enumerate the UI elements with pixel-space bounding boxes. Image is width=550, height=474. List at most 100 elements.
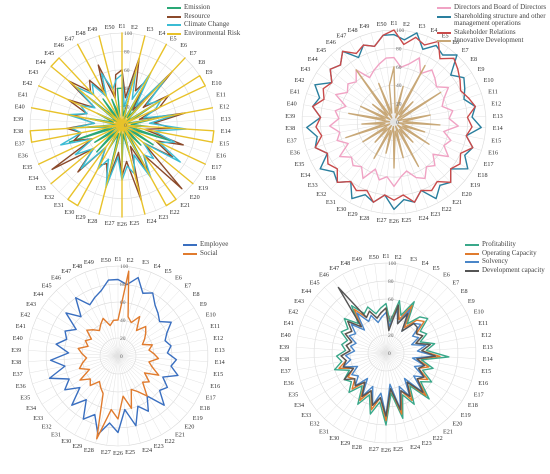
category-label: E9 <box>478 66 485 73</box>
category-label: E37 <box>15 141 25 148</box>
radial-tick-label: 40 <box>124 86 130 92</box>
category-label: E33 <box>36 185 46 192</box>
grid-spoke <box>370 32 395 123</box>
grid-spoke <box>117 266 130 357</box>
legend-swatch <box>183 252 197 255</box>
category-label: E11 <box>478 320 488 327</box>
category-label: E20 <box>462 191 472 198</box>
legend-swatch <box>465 244 479 246</box>
grid-spoke <box>304 352 387 392</box>
legend-item: Development capacity <box>465 266 545 275</box>
category-label: E44 <box>33 291 43 298</box>
legend-label: Profitability <box>482 240 516 248</box>
category-label: E11 <box>216 91 226 98</box>
grid-spoke <box>36 355 119 395</box>
category-label: E31 <box>51 431 61 438</box>
grid-spoke <box>330 54 395 123</box>
series-line-shareholding-structure-and-other-management-operations <box>306 32 482 211</box>
radial-tick-label: 100 <box>120 264 129 270</box>
category-label: E46 <box>54 42 64 49</box>
series-line-employee <box>48 276 179 436</box>
legend-financial: Profitability Operating Capacity Solvency D… <box>465 240 545 275</box>
grid-spoke <box>393 121 485 140</box>
category-label: E22 <box>170 209 180 216</box>
radial-tick-label: 60 <box>120 300 126 306</box>
category-label: E2 <box>127 257 134 264</box>
grid-spoke <box>117 290 180 357</box>
legend-item: Operating Capacity <box>465 249 545 258</box>
category-label: E42 <box>288 309 298 316</box>
radial-tick-label: 100 <box>124 31 133 37</box>
grid-spoke <box>393 121 478 162</box>
category-label: E36 <box>284 380 294 387</box>
grid-spoke <box>117 355 207 374</box>
category-label: E22 <box>165 438 175 445</box>
grid-spoke <box>393 121 449 197</box>
legend-item: Environmental Risk <box>167 29 272 38</box>
category-label: E47 <box>329 265 339 272</box>
legend-swatch <box>167 7 181 9</box>
legend-swatch <box>437 40 451 42</box>
radial-tick-label: 40 <box>120 318 126 324</box>
legend-item: Climate Change <box>167 20 272 29</box>
category-label: E45 <box>44 50 54 57</box>
grid-spoke <box>117 307 195 357</box>
category-label: E20 <box>190 194 200 201</box>
category-label: E41 <box>284 320 294 327</box>
category-label: E43 <box>28 69 38 76</box>
category-label: E39 <box>13 116 23 123</box>
category-label: E8 <box>461 288 468 295</box>
grid-spoke <box>48 298 119 357</box>
category-label: E43 <box>294 298 304 305</box>
category-label: E4 <box>422 260 429 267</box>
series-line-environmental-risk <box>29 32 215 218</box>
category-label: E23 <box>158 214 168 221</box>
radial-tick-label: 60 <box>388 297 394 303</box>
grid-spoke <box>29 338 119 357</box>
category-label: E40 <box>13 335 23 342</box>
radial-tick-label: 20 <box>388 333 394 339</box>
grid-spoke <box>303 121 395 140</box>
category-label: E12 <box>213 335 223 342</box>
radial-tick-label: 80 <box>388 279 394 285</box>
grid-spoke <box>117 268 141 357</box>
grid-spoke <box>121 124 134 217</box>
grid-spoke <box>322 121 395 181</box>
category-label: E29 <box>76 214 86 221</box>
legend-label: Emission <box>184 3 211 11</box>
category-label: E8 <box>193 291 200 298</box>
grid-spoke <box>121 124 157 211</box>
grid-spoke <box>302 115 395 123</box>
grid-spoke <box>359 121 395 208</box>
category-label: E34 <box>28 175 38 182</box>
radar-grid <box>301 29 487 215</box>
category-label: E48 <box>72 263 82 270</box>
legend-swatch <box>465 252 479 255</box>
grid-spoke <box>117 355 172 429</box>
category-label: E24 <box>147 218 157 225</box>
category-label: E1 <box>383 253 390 260</box>
grid-spoke <box>34 96 123 126</box>
grid-spoke <box>117 298 188 357</box>
category-label: E39 <box>11 347 21 354</box>
grid-spoke <box>339 121 395 197</box>
radar-panel-governance: 0 20 40 60 80 100 E1 E2 E3 E4 E5 E6 E7 E8 E9 E10 E11 E12 E… <box>275 0 550 237</box>
category-label: E38 <box>285 125 295 132</box>
grid-spoke <box>41 307 119 357</box>
category-label: E1 <box>115 256 122 263</box>
category-label: E10 <box>206 312 216 319</box>
category-label: E1 <box>119 23 126 30</box>
grid-spoke <box>117 317 200 357</box>
category-label: E23 <box>154 443 164 450</box>
legend-swatch <box>437 31 451 34</box>
series-line-emission <box>68 87 171 189</box>
series-line-profitability <box>333 300 450 426</box>
legend-governance: Directors and Board of Directors Sharehol… <box>437 3 547 46</box>
category-label: E22 <box>433 435 443 442</box>
category-label: E25 <box>401 217 411 224</box>
category-label: E43 <box>26 301 36 308</box>
legend-item: Profitability <box>465 240 545 249</box>
category-label: E50 <box>105 24 115 31</box>
category-label: E48 <box>340 260 350 267</box>
